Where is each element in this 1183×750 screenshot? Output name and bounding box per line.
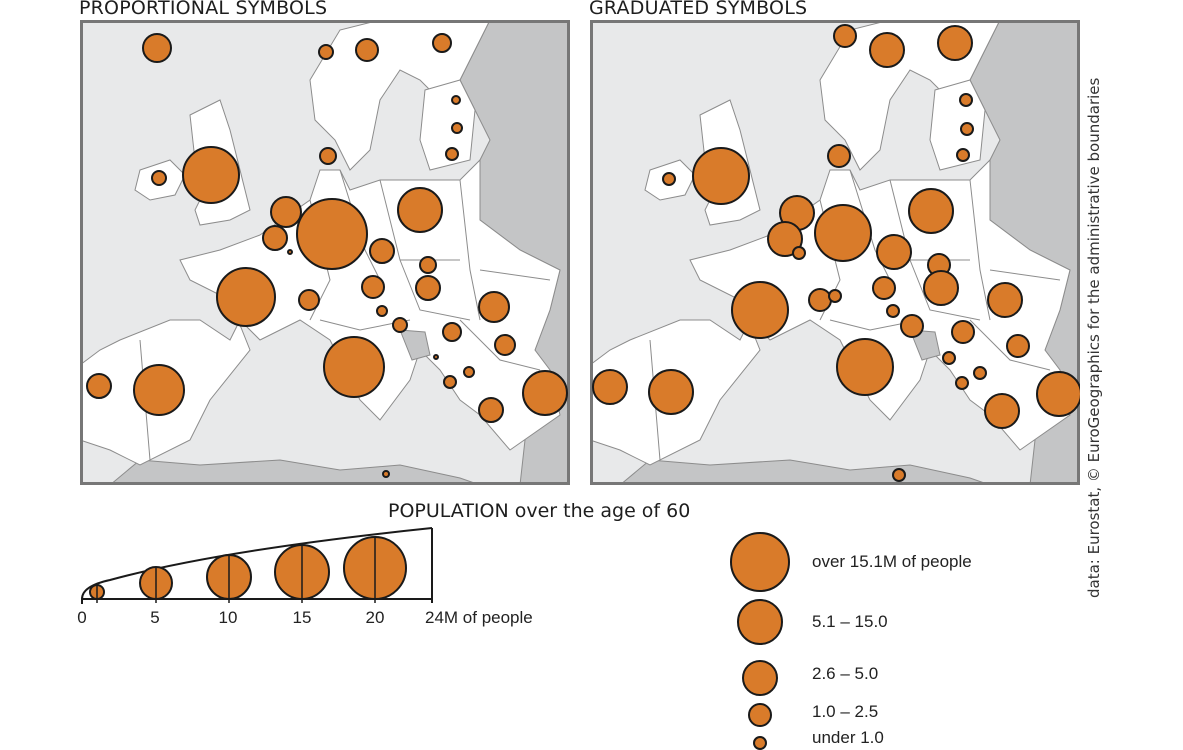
class-label: over 15.1M of people [812, 552, 972, 571]
scale-tick-label: 20 [365, 608, 385, 627]
proportional-symbols-map [80, 20, 570, 485]
population-symbol [270, 196, 302, 228]
population-symbol [892, 468, 906, 482]
scale-unit-label: 24M of people [425, 608, 533, 627]
proportional-scale-legend [81, 527, 433, 604]
class-label: 5.1 – 15.0 [812, 612, 888, 631]
scale-tick-label: 10 [218, 608, 238, 627]
population-symbol [987, 282, 1023, 318]
class-symbol [730, 532, 790, 592]
symbol-layer [592, 24, 1080, 482]
class-label: 1.0 – 2.5 [812, 702, 879, 721]
population-symbol [433, 354, 439, 360]
population-symbol [814, 204, 872, 262]
population-symbol [872, 276, 896, 300]
population-symbol [298, 289, 320, 311]
population-symbol [216, 267, 276, 327]
class-symbol [753, 736, 767, 750]
class-symbol [748, 703, 772, 727]
population-symbol [767, 221, 803, 257]
population-symbol [355, 38, 379, 62]
population-symbol [827, 144, 851, 168]
population-symbol [648, 369, 694, 415]
population-symbol [445, 147, 459, 161]
population-symbol [86, 373, 112, 399]
proportional-map-title: PROPORTIONAL SYMBOLS [79, 0, 328, 19]
population-symbol [984, 393, 1020, 429]
population-symbol [415, 275, 441, 301]
population-symbol [382, 470, 390, 478]
population-symbol [692, 147, 750, 205]
population-symbol [397, 187, 443, 233]
map-canvas [80, 20, 570, 485]
population-symbol [494, 334, 516, 356]
population-symbol [731, 281, 789, 339]
population-symbol [182, 146, 240, 204]
scale-tick-label: 15 [292, 608, 312, 627]
population-symbol [828, 289, 842, 303]
population-symbol [592, 369, 628, 405]
graduated-legend-symbols [730, 532, 790, 750]
population-symbol [1006, 334, 1030, 358]
population-symbol [869, 32, 905, 68]
population-symbol [836, 338, 894, 396]
population-symbol [323, 336, 385, 398]
population-symbol [463, 366, 475, 378]
population-symbol [522, 370, 568, 416]
population-symbol [956, 148, 970, 162]
source-attribution: data: Eurostat, © EuroGeographics for th… [1085, 77, 1103, 598]
population-symbol [451, 95, 461, 105]
population-symbol [923, 270, 959, 306]
class-label: 2.6 – 5.0 [812, 664, 879, 683]
population-symbol [792, 246, 806, 260]
population-symbol [908, 188, 954, 234]
population-symbol [442, 322, 462, 342]
map-canvas [590, 20, 1080, 485]
population-symbol [432, 33, 452, 53]
class-symbol [737, 599, 783, 645]
population-symbol [133, 364, 185, 416]
graduated-map-title: GRADUATED SYMBOLS [589, 0, 808, 19]
legend-title: POPULATION over the age of 60 [388, 500, 691, 522]
population-symbol [808, 288, 832, 312]
population-symbol [443, 375, 457, 389]
population-symbol [318, 44, 334, 60]
population-symbol [900, 314, 924, 338]
population-symbol [451, 122, 463, 134]
population-symbol [973, 366, 987, 380]
population-symbol [886, 304, 900, 318]
population-symbol [287, 249, 293, 255]
class-symbol [742, 660, 778, 696]
population-symbol [296, 198, 368, 270]
population-symbol [1036, 371, 1080, 417]
population-symbol [959, 93, 973, 107]
population-symbol [376, 305, 388, 317]
population-symbol [142, 33, 172, 63]
population-symbol [942, 351, 956, 365]
population-symbol [876, 234, 912, 270]
population-symbol [419, 256, 437, 274]
population-symbol [262, 225, 288, 251]
class-label: under 1.0 [812, 728, 884, 747]
population-symbol [662, 172, 676, 186]
population-symbol [478, 291, 510, 323]
population-symbol [151, 170, 167, 186]
population-symbol [392, 317, 408, 333]
population-symbol [833, 24, 857, 48]
population-symbol [960, 122, 974, 136]
graduated-symbols-map [590, 20, 1080, 485]
scale-tick-label: 5 [150, 608, 160, 627]
population-symbol [955, 376, 969, 390]
population-symbol [478, 397, 504, 423]
scale-tick-label: 0 [77, 608, 87, 627]
population-symbol [361, 275, 385, 299]
scale-envelope-curve [81, 527, 433, 600]
population-symbol [369, 238, 395, 264]
population-symbol [937, 25, 973, 61]
population-symbol [951, 320, 975, 344]
population-symbol [319, 147, 337, 165]
symbol-layer [86, 33, 568, 478]
graduated-class-legend: over 15.1M of people 5.1 – 15.0 2.6 – 5.0 1… [725, 525, 1025, 750]
